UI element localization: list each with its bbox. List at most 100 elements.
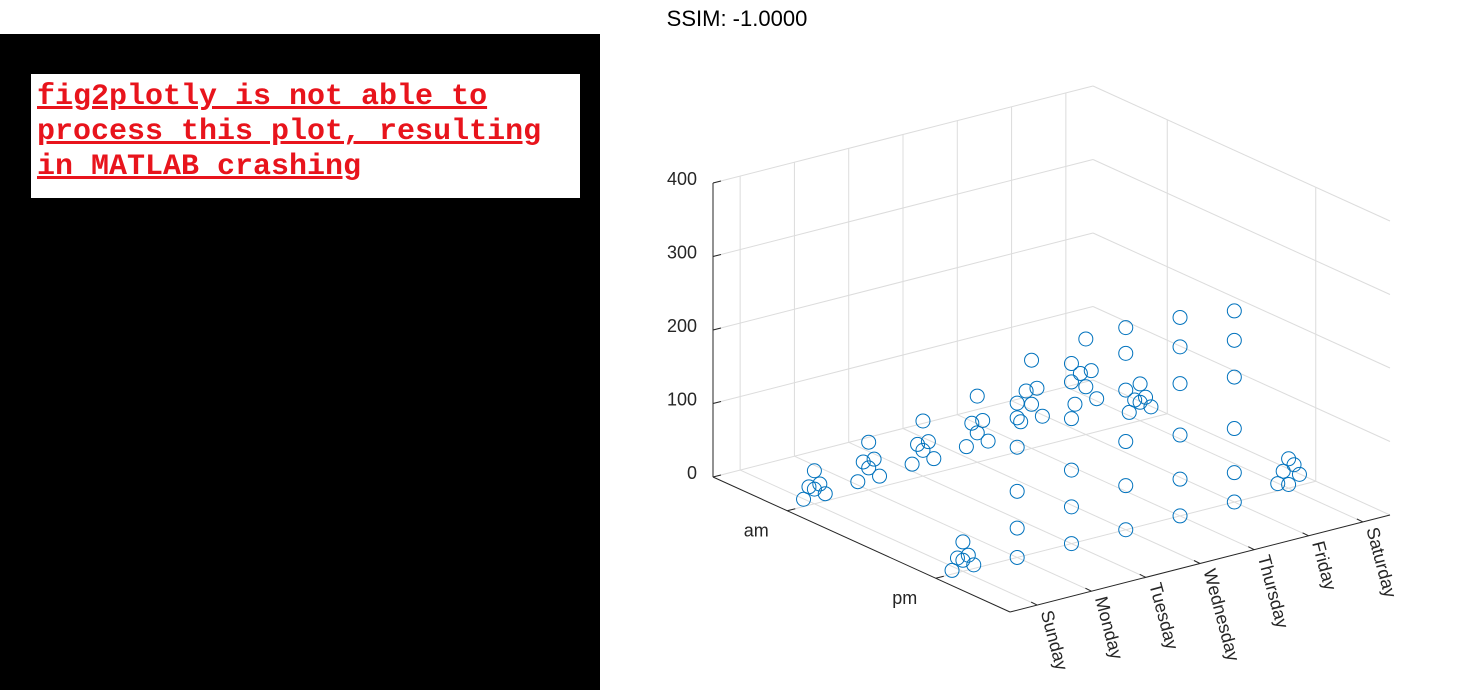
x-tick: [1248, 546, 1255, 551]
point: [1089, 391, 1105, 407]
z-tick-label: 200: [667, 316, 697, 336]
point: [1226, 494, 1242, 510]
x-tick: [1356, 518, 1364, 523]
point: [1034, 408, 1050, 424]
y-tick-label: am: [744, 521, 769, 541]
grid-line: [935, 480, 1316, 579]
point: [1063, 499, 1079, 515]
point: [1226, 369, 1242, 385]
point: [1118, 345, 1134, 361]
point: [1072, 365, 1088, 381]
point: [1226, 421, 1242, 437]
grid-line: [1092, 232, 1391, 369]
point: [1078, 331, 1094, 347]
point: [910, 436, 926, 452]
point: [1132, 394, 1148, 410]
point: [904, 456, 920, 472]
grid-line: [1092, 85, 1391, 222]
point: [1024, 352, 1040, 368]
point: [955, 552, 971, 568]
x-tick-label: Sunday: [1037, 608, 1072, 672]
point: [1118, 434, 1134, 450]
x-tick-label: Tuesday: [1145, 580, 1182, 651]
point: [1172, 376, 1188, 392]
point: [969, 388, 985, 404]
grid-line: [1011, 400, 1309, 537]
point: [915, 413, 931, 429]
point: [1009, 439, 1025, 455]
z-tick: [712, 474, 722, 478]
point: [944, 562, 960, 578]
x-tick-label: Saturday: [1362, 525, 1400, 600]
point: [1063, 411, 1079, 427]
point: [1172, 309, 1188, 325]
error-message: fig2plotly is not able to process this p…: [31, 74, 580, 198]
point: [872, 468, 888, 484]
point: [1009, 549, 1025, 565]
chart-title: SSIM: -1.0000: [667, 6, 808, 31]
point: [1009, 395, 1025, 411]
point: [1118, 320, 1134, 336]
y-tick: [935, 575, 944, 579]
point: [1286, 457, 1302, 473]
grid-line: [1092, 306, 1391, 442]
point: [926, 451, 942, 467]
point: [915, 442, 931, 458]
y-tick: [787, 508, 796, 512]
point: [975, 412, 991, 428]
x-tick-label: Wednesday: [1200, 567, 1244, 664]
point: [969, 425, 985, 441]
left-panel: fig2plotly is not able to process this p…: [0, 34, 600, 690]
point: [960, 547, 976, 563]
grid-line: [957, 414, 1255, 551]
point: [1013, 414, 1029, 430]
point: [1275, 463, 1291, 479]
point: [817, 486, 833, 502]
point: [1281, 477, 1297, 493]
point: [812, 476, 828, 492]
point: [1009, 483, 1025, 499]
point: [964, 415, 980, 431]
point: [1291, 466, 1307, 482]
point: [1281, 451, 1297, 467]
point: [861, 434, 877, 450]
point: [806, 481, 822, 497]
z-tick-label: 0: [687, 463, 697, 483]
point: [955, 534, 971, 550]
point: [866, 451, 882, 467]
point: [796, 491, 812, 507]
point: [1172, 339, 1188, 355]
z-tick: [712, 401, 722, 404]
point: [1063, 536, 1079, 552]
point: [1143, 399, 1159, 415]
point: [1024, 396, 1040, 412]
z-tick-label: 400: [667, 169, 697, 189]
point: [1118, 382, 1134, 398]
z-tick-label: 300: [667, 242, 697, 262]
point: [1083, 363, 1099, 379]
point: [1118, 478, 1134, 494]
point: [920, 434, 936, 450]
point: [1118, 522, 1134, 538]
z-tick-label: 100: [667, 389, 697, 409]
point: [850, 474, 866, 490]
x-tick: [1139, 573, 1146, 578]
point: [958, 439, 974, 455]
point: [1226, 303, 1242, 319]
x-tick: [1085, 587, 1092, 592]
z-tick: [712, 180, 722, 184]
point: [1063, 374, 1079, 390]
point: [1121, 404, 1137, 420]
grid-line: [787, 413, 1168, 512]
point: [1078, 379, 1094, 395]
point: [855, 454, 871, 470]
x-tick: [1302, 532, 1309, 537]
point: [1138, 389, 1154, 405]
point: [1067, 396, 1083, 412]
point: [1063, 462, 1079, 478]
point: [1063, 356, 1079, 372]
x-tick: [1030, 601, 1038, 606]
x-tick: [1193, 560, 1201, 564]
